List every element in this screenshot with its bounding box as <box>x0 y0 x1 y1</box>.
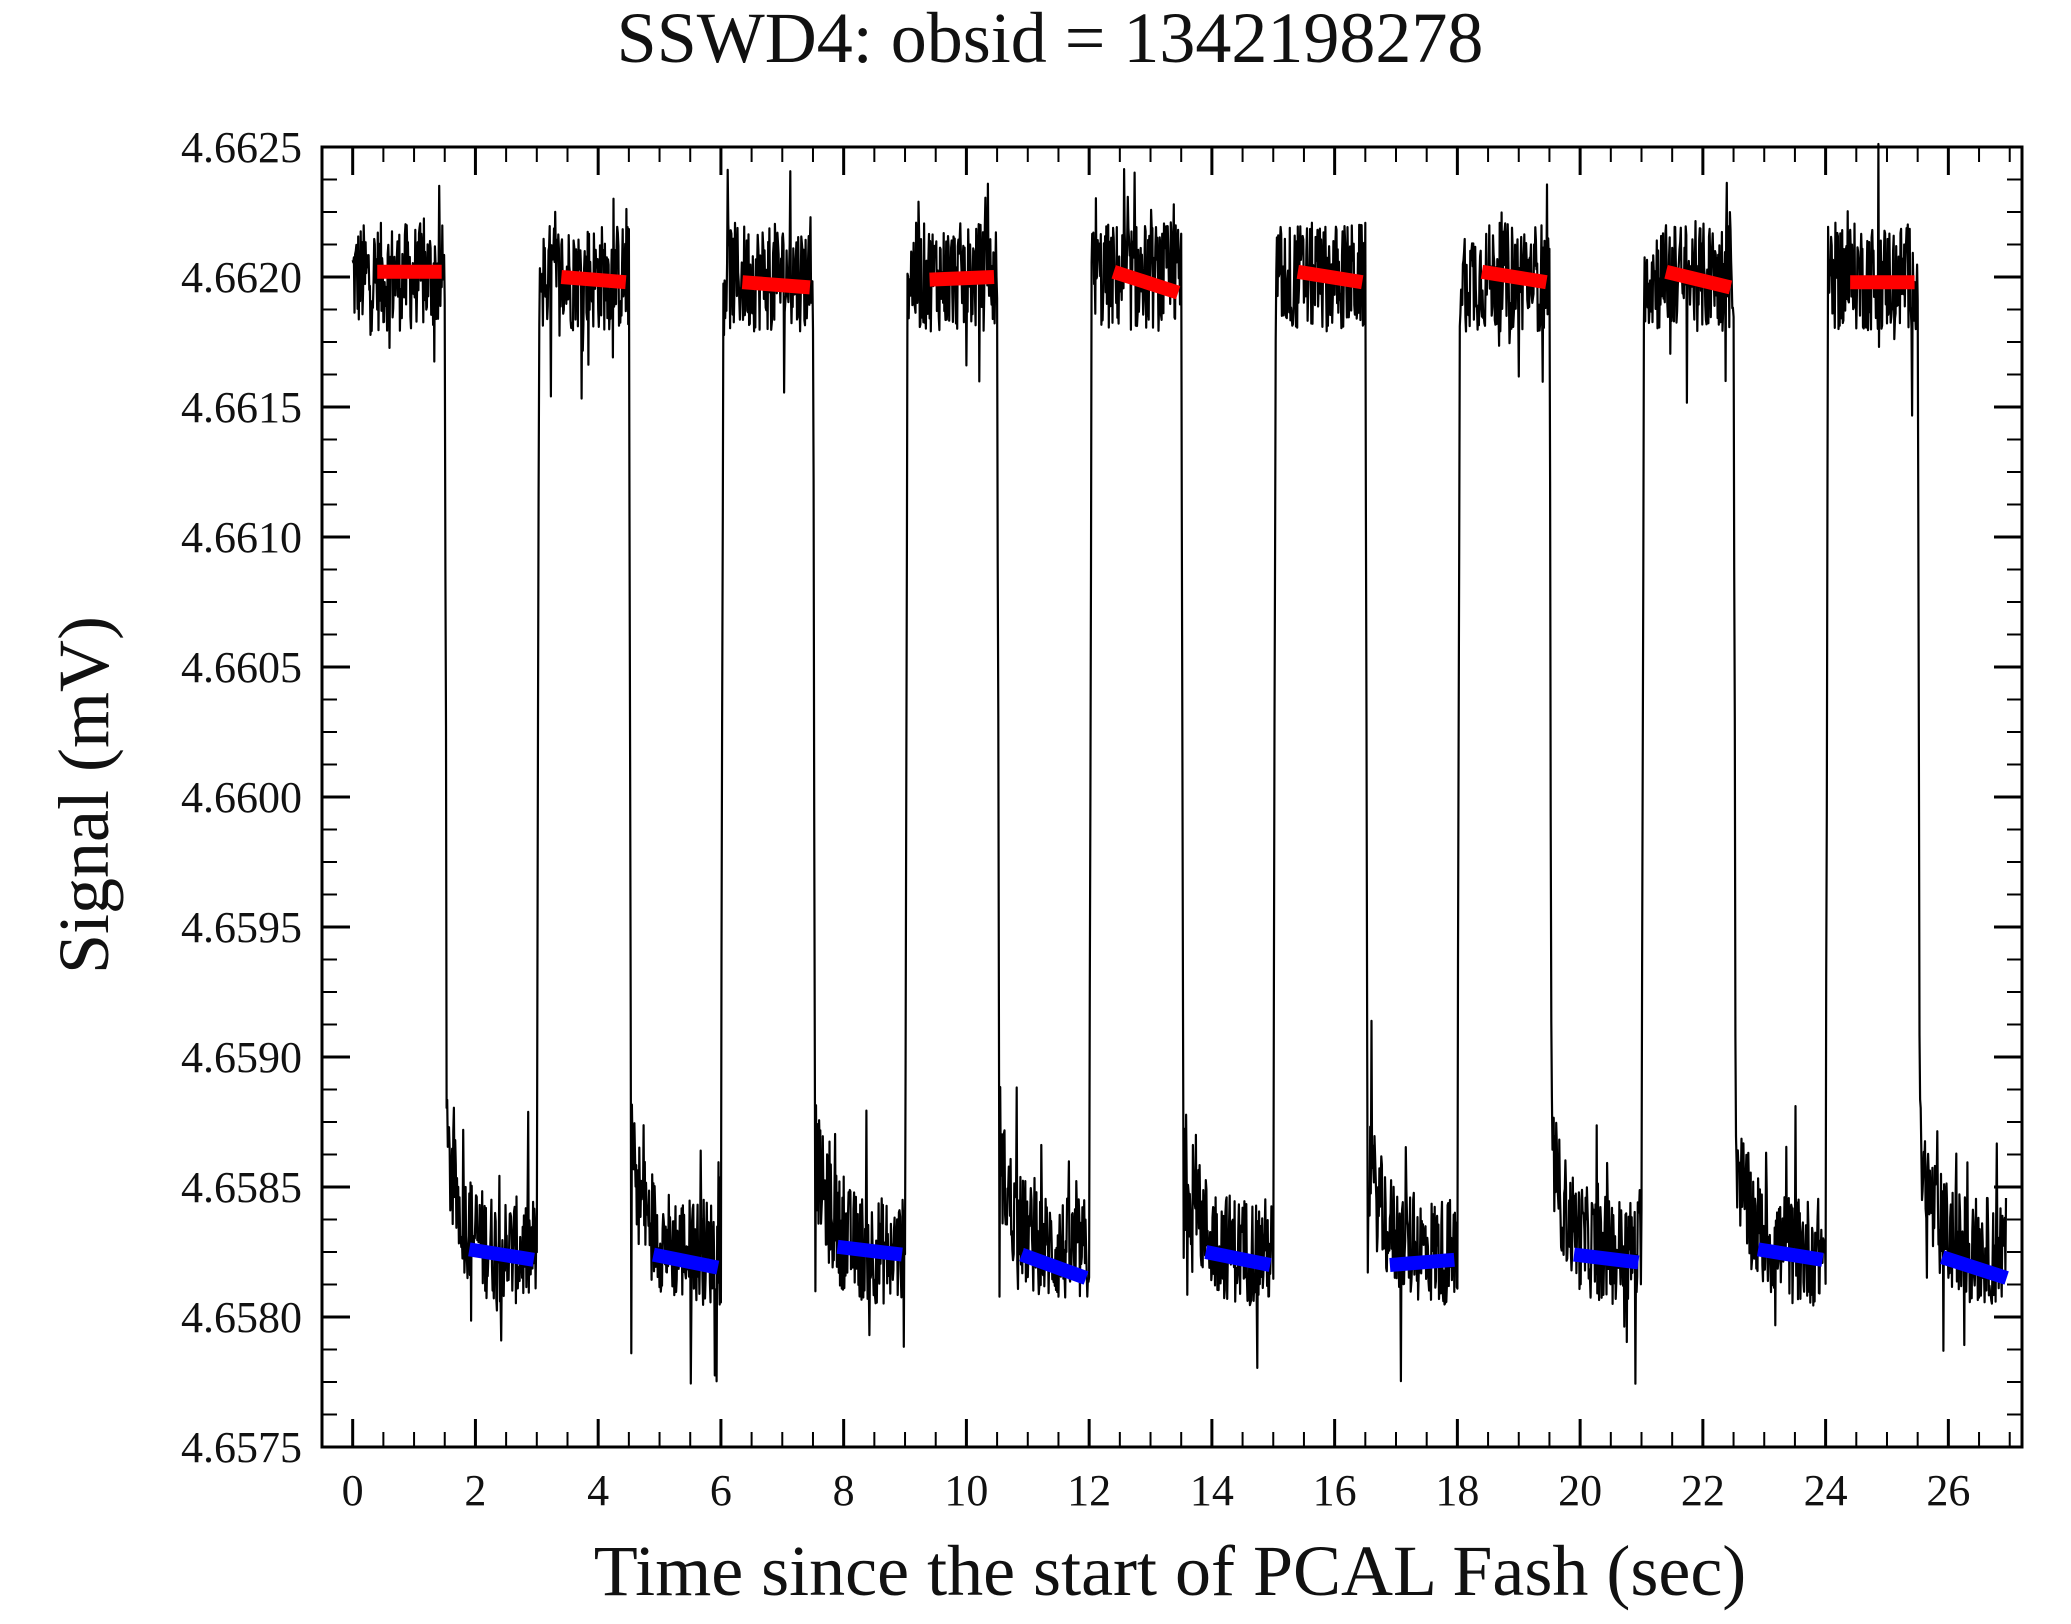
y-tick-label: 4.6615 <box>181 383 302 432</box>
plot-frame <box>320 145 2024 1449</box>
x-tick-label: 18 <box>1435 1466 1479 1515</box>
low-level-fit-segment <box>468 1242 535 1267</box>
x-tick-label: 6 <box>710 1466 732 1515</box>
x-tick-label: 20 <box>1558 1466 1602 1515</box>
low-level-fit-segment <box>1573 1247 1640 1270</box>
high-level-fit-segment <box>1664 264 1733 295</box>
high-level-fit-segment <box>560 270 627 290</box>
x-tick-label: 26 <box>1926 1466 1970 1515</box>
low-level-fit-segment <box>1756 1242 1824 1267</box>
high-level-fit-segment <box>929 270 995 287</box>
high-level-fit-segment <box>741 275 811 295</box>
y-tick-label: 4.6590 <box>181 1033 302 1082</box>
y-tick-label: 4.6595 <box>181 903 302 952</box>
signal-line <box>351 142 2008 1385</box>
high-level-fit-segment <box>1296 264 1364 290</box>
x-tick-label: 22 <box>1681 1466 1725 1515</box>
y-axis-label: Signal (mV) <box>44 616 124 974</box>
tick-labels: 0 2 4 6 8 10 12 14 16 18 20 22 24 264.65754.65804.658… <box>181 123 1970 1515</box>
low-level-fit-segment <box>1204 1245 1272 1272</box>
x-tick-label: 4 <box>587 1466 609 1515</box>
x-tick-label: 24 <box>1804 1466 1848 1515</box>
y-tick-label: 4.6575 <box>181 1423 302 1472</box>
y-tick-label: 4.6605 <box>181 643 302 692</box>
x-tick-label: 16 <box>1313 1466 1357 1515</box>
x-tick-label: 14 <box>1190 1466 1234 1515</box>
y-tick-label: 4.6620 <box>181 253 302 302</box>
y-tick-label: 4.6610 <box>181 513 302 562</box>
y-tick-label: 4.6625 <box>181 123 302 172</box>
low-level-fit-segment <box>1940 1250 2009 1285</box>
low-level-fit-segment <box>1019 1248 1089 1285</box>
x-tick-label: 0 <box>342 1466 364 1515</box>
chart-title: SSWD4: obsid = 1342198278 <box>617 0 1484 78</box>
axis-ticks <box>321 145 2022 1449</box>
high-level-fit-segment <box>1111 265 1181 300</box>
y-tick-label: 4.6585 <box>181 1163 302 1212</box>
low-level-fit-segment <box>836 1239 903 1262</box>
x-tick-label: 2 <box>464 1466 486 1515</box>
y-tick-label: 4.6580 <box>181 1293 302 1342</box>
low-level-fit-segment <box>652 1247 720 1275</box>
x-axis-label: Time since the start of PCAL Fash (sec) <box>594 1531 1747 1611</box>
y-tick-label: 4.6600 <box>181 773 302 822</box>
high-level-fit-segment <box>1480 264 1548 290</box>
x-tick-label: 8 <box>833 1466 855 1515</box>
low-level-fit-segment <box>1389 1252 1455 1272</box>
plot-area <box>351 142 2009 1385</box>
x-tick-label: 12 <box>1067 1466 1111 1515</box>
x-tick-label: 10 <box>944 1466 988 1515</box>
